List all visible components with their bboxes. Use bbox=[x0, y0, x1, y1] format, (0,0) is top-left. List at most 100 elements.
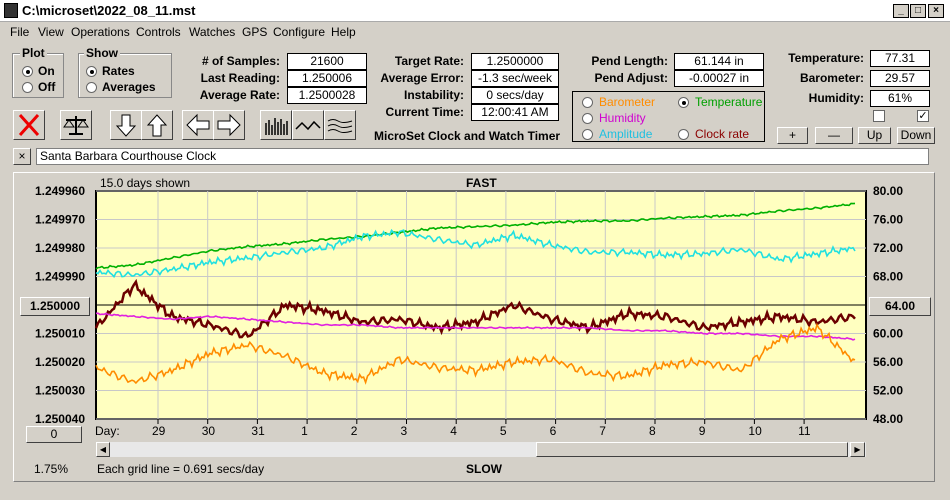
x-tick-label: 7 bbox=[599, 424, 606, 438]
wave-icon bbox=[295, 120, 321, 131]
right-arrow-button[interactable] bbox=[213, 110, 245, 140]
maximize-icon[interactable]: □ bbox=[910, 4, 926, 18]
humidity-radio[interactable] bbox=[582, 113, 593, 124]
up-button[interactable]: Up bbox=[858, 127, 891, 144]
y-right-tick-label: 52.00 bbox=[873, 384, 903, 398]
barometer-option-label: Barometer bbox=[599, 95, 656, 109]
x-tick-label: 30 bbox=[202, 424, 216, 438]
menu-watches[interactable]: Watches bbox=[189, 25, 236, 39]
plus-button[interactable]: + bbox=[777, 127, 808, 144]
instability-value: 0 secs/day bbox=[471, 87, 559, 104]
center-temp-button[interactable]: 64.00 bbox=[869, 297, 931, 316]
x-tick-label: 11 bbox=[798, 424, 811, 438]
series-line-1 bbox=[95, 228, 856, 279]
show-averages-radio[interactable] bbox=[86, 82, 97, 93]
app-icon[interactable] bbox=[4, 3, 18, 18]
minus-button[interactable]: — bbox=[815, 127, 853, 144]
series-line-4 bbox=[95, 322, 856, 385]
menu-gps[interactable]: GPS bbox=[242, 25, 268, 39]
window-title: C:\microset\2022_08_11.mst bbox=[22, 3, 196, 18]
multiwave-view-button[interactable] bbox=[324, 110, 356, 140]
title-bar: C:\microset\2022_08_11.mst _ □ × bbox=[0, 0, 950, 22]
y-left-tick-label: 1.249970 bbox=[35, 213, 85, 227]
barometer-radio[interactable] bbox=[582, 97, 593, 108]
y-right-tick-label: 80.00 bbox=[873, 184, 903, 198]
y-left-tick-label: 1.249990 bbox=[35, 270, 85, 284]
temperature-option-label: Temperature bbox=[695, 95, 763, 109]
arrow-right-icon bbox=[217, 113, 241, 137]
scroll-left-icon[interactable]: ◀ bbox=[96, 442, 110, 457]
arrow-left-icon bbox=[186, 113, 210, 137]
plot-on-label: On bbox=[38, 64, 55, 78]
minimize-icon[interactable]: _ bbox=[893, 4, 909, 18]
close-icon[interactable]: × bbox=[928, 4, 944, 18]
plot-on-radio[interactable] bbox=[22, 66, 33, 77]
bar-graph-icon bbox=[265, 118, 288, 135]
percent-label: 1.75% bbox=[34, 462, 69, 476]
y-left-tick-label: 1.250030 bbox=[35, 384, 85, 398]
clock-rate-radio[interactable] bbox=[678, 129, 689, 140]
average-error-label: Average Error: bbox=[380, 71, 464, 85]
series-line-0 bbox=[95, 202, 856, 270]
option-checkbox-2[interactable]: ✓ bbox=[917, 110, 929, 122]
clear-name-button[interactable]: × bbox=[13, 148, 31, 165]
down-button[interactable]: Down bbox=[897, 127, 935, 144]
x-tick-label: 31 bbox=[251, 424, 265, 438]
day-axis-label: Day: bbox=[95, 424, 120, 438]
show-rates-radio[interactable] bbox=[86, 66, 97, 77]
wave-view-button[interactable] bbox=[292, 110, 324, 140]
temperature-value: 77.31 bbox=[870, 50, 930, 67]
average-rate-value: 1.2500028 bbox=[287, 87, 367, 104]
clock-name-input[interactable]: Santa Barbara Courthouse Clock bbox=[36, 148, 929, 165]
left-arrow-button[interactable] bbox=[182, 110, 214, 140]
multi-wave-icon bbox=[327, 119, 353, 133]
menu-operations[interactable]: Operations bbox=[71, 25, 130, 39]
current-time-label: Current Time: bbox=[385, 105, 464, 119]
x-tick-label: 6 bbox=[550, 424, 557, 438]
menu-configure[interactable]: Configure bbox=[273, 25, 326, 39]
menu-file[interactable]: File bbox=[10, 25, 30, 39]
temperature-radio[interactable] bbox=[678, 97, 689, 108]
option-checkbox-1[interactable] bbox=[873, 110, 885, 122]
x-tick-label: 4 bbox=[450, 424, 457, 438]
y-right-tick-label: 48.00 bbox=[873, 412, 903, 426]
balance-button[interactable] bbox=[60, 110, 92, 140]
pend-adjust-label: Pend Adjust: bbox=[594, 71, 668, 85]
y-right-tick-label: 76.00 bbox=[873, 213, 903, 227]
scroll-thumb[interactable] bbox=[536, 442, 848, 457]
menu-help[interactable]: Help bbox=[331, 25, 356, 39]
center-rate-button[interactable]: 1.250000 bbox=[20, 297, 90, 316]
humidity-label: Humidity: bbox=[808, 91, 864, 105]
show-averages-label: Averages bbox=[102, 80, 156, 94]
red-x-icon bbox=[18, 113, 40, 137]
menu-controls[interactable]: Controls bbox=[136, 25, 181, 39]
x-tick-label: 8 bbox=[649, 424, 656, 438]
target-rate-value: 1.2500000 bbox=[471, 53, 559, 70]
grid-note: Each grid line = 0.691 secs/day bbox=[97, 462, 265, 476]
y-right-tick-label: 72.00 bbox=[873, 241, 903, 255]
sensor-options-box bbox=[572, 91, 765, 142]
days-shown-label: 15.0 days shown bbox=[100, 176, 191, 190]
show-group bbox=[78, 53, 172, 98]
slow-label: SLOW bbox=[466, 462, 502, 476]
fast-label: FAST bbox=[466, 176, 497, 190]
up-arrow-button[interactable] bbox=[141, 110, 173, 140]
plot-off-radio[interactable] bbox=[22, 82, 33, 93]
plot-group-title: Plot bbox=[20, 46, 47, 60]
y-right-tick-label: 68.00 bbox=[873, 270, 903, 284]
y-left-tick-label: 1.249980 bbox=[35, 241, 85, 255]
zero-button[interactable]: 0 bbox=[26, 426, 82, 443]
menu-view[interactable]: View bbox=[38, 25, 64, 39]
chart-panel bbox=[13, 172, 935, 482]
horizontal-scrollbar[interactable]: ◀ ▶ bbox=[96, 442, 866, 457]
series-line-2 bbox=[94, 278, 856, 339]
target-rate-label: Target Rate: bbox=[394, 54, 464, 68]
stop-button[interactable] bbox=[13, 110, 45, 140]
clock-rate-option-label: Clock rate bbox=[695, 127, 750, 141]
bars-view-button[interactable] bbox=[260, 110, 292, 140]
barometer-label: Barometer: bbox=[799, 71, 864, 85]
show-group-title: Show bbox=[84, 46, 120, 60]
scroll-right-icon[interactable]: ▶ bbox=[850, 442, 865, 457]
amplitude-radio[interactable] bbox=[582, 129, 593, 140]
